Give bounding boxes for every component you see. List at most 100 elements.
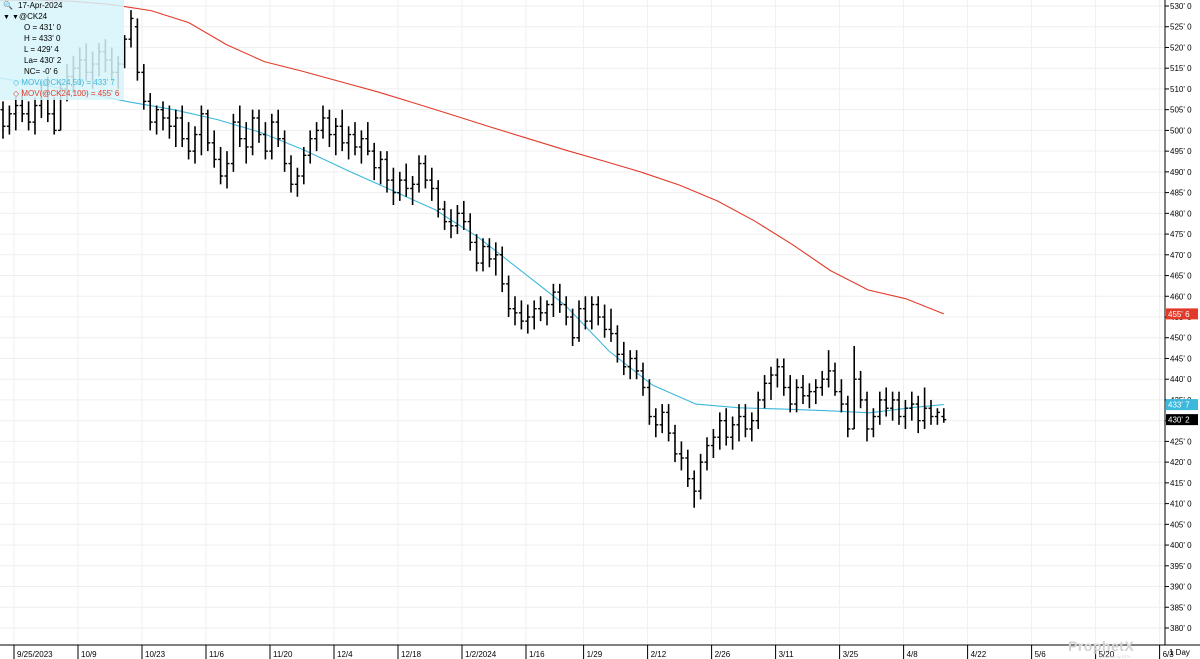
ohlc-bar[interactable] <box>365 122 371 156</box>
ohlc-bar[interactable] <box>192 126 198 164</box>
ohlc-bar[interactable] <box>646 379 652 425</box>
ohlc-bar[interactable] <box>166 105 172 139</box>
ohlc-bar[interactable] <box>659 404 665 434</box>
ohlc-bar[interactable] <box>518 300 524 330</box>
ohlc-bar[interactable] <box>288 155 294 193</box>
ohlc-bar[interactable] <box>147 93 153 131</box>
ohlc-bar[interactable] <box>762 375 768 409</box>
ohlc-bar[interactable] <box>685 449 691 488</box>
ohlc-bar[interactable] <box>314 122 320 152</box>
ohlc-bar[interactable] <box>474 234 480 272</box>
ohlc-bar[interactable] <box>826 350 832 388</box>
ohlc-bar[interactable] <box>941 408 947 423</box>
dropdown-triangle-icon[interactable]: ▼ <box>12 14 19 21</box>
ohlc-bar[interactable] <box>435 180 441 218</box>
ohlc-bar[interactable] <box>506 275 512 317</box>
ohlc-bar[interactable] <box>339 109 345 152</box>
ohlc-bar[interactable] <box>845 395 851 438</box>
ohlc-bar[interactable] <box>544 300 550 326</box>
ohlc-bar[interactable] <box>205 109 211 152</box>
ohlc-bar[interactable] <box>576 300 582 342</box>
ohlc-bar[interactable] <box>467 213 473 251</box>
ohlc-bar[interactable] <box>6 105 12 135</box>
ohlc-bar[interactable] <box>493 242 499 276</box>
ohlc-bar[interactable] <box>678 441 684 471</box>
ohlc-bar[interactable] <box>480 238 486 272</box>
ohlc-bar[interactable] <box>32 97 38 135</box>
ohlc-bar[interactable] <box>154 105 160 135</box>
ohlc-bar[interactable] <box>531 300 537 330</box>
ohlc-bar[interactable] <box>454 205 460 235</box>
ohlc-bar[interactable] <box>781 358 787 396</box>
ohlc-bar[interactable] <box>294 167 300 197</box>
ohlc-bar[interactable] <box>870 408 876 438</box>
ohlc-bar[interactable] <box>691 470 697 508</box>
info-symbol[interactable]: @CK24 <box>19 12 48 21</box>
ohlc-bar[interactable] <box>730 416 736 450</box>
ohlc-bar[interactable] <box>902 399 908 429</box>
ohlc-bar[interactable] <box>230 113 236 172</box>
ohlc-bar[interactable] <box>768 366 774 400</box>
ohlc-bar[interactable] <box>250 109 256 156</box>
ohlc-bar[interactable] <box>512 296 518 326</box>
ohlc-bar[interactable] <box>384 151 390 193</box>
ohlc-bar[interactable] <box>742 404 748 438</box>
ohlc-bar[interactable] <box>378 151 384 185</box>
ohlc-bar[interactable] <box>422 155 428 189</box>
ohlc-bar[interactable] <box>0 101 6 139</box>
ohlc-bar[interactable] <box>602 304 608 338</box>
ohlc-bar[interactable] <box>141 64 147 110</box>
ohlc-bar[interactable] <box>416 155 422 193</box>
mov50-line[interactable] <box>0 77 944 414</box>
ohlc-bar[interactable] <box>346 126 352 160</box>
ohlc-bar[interactable] <box>211 130 217 168</box>
ohlc-bar[interactable] <box>282 130 288 172</box>
ohlc-bar[interactable] <box>403 163 409 197</box>
ohlc-bar[interactable] <box>582 296 588 330</box>
ohlc-bar[interactable] <box>486 238 492 268</box>
ohlc-bar[interactable] <box>307 130 313 164</box>
mov100-legend-entry[interactable]: ◇ MOV(@CK24,100) = 455' 6 <box>13 88 119 99</box>
collapse-triangle-icon[interactable]: ▼ <box>3 14 10 21</box>
ohlc-bar[interactable] <box>819 370 825 396</box>
ohlc-bar[interactable] <box>922 387 928 429</box>
ohlc-bar[interactable] <box>160 101 166 131</box>
ohlc-bar[interactable] <box>410 176 416 206</box>
ohlc-bar[interactable] <box>704 437 710 471</box>
ohlc-bar[interactable] <box>806 383 812 409</box>
ohlc-bar[interactable] <box>800 375 806 405</box>
ohlc-bar[interactable] <box>570 308 576 347</box>
ohlc-bar[interactable] <box>179 105 185 147</box>
ohlc-bar[interactable] <box>256 109 262 143</box>
ohlc-bar[interactable] <box>864 391 870 442</box>
ohlc-bar[interactable] <box>909 391 915 421</box>
ohlc-bar[interactable] <box>262 122 268 160</box>
ohlc-bar[interactable] <box>371 142 377 181</box>
ohlc-bar[interactable] <box>640 362 646 396</box>
ohlc-bar[interactable] <box>736 404 742 442</box>
ohlc-bar[interactable] <box>614 325 620 363</box>
ohlc-bar[interactable] <box>198 105 204 156</box>
ohlc-bar[interactable] <box>851 346 857 430</box>
ohlc-bar[interactable] <box>698 453 704 500</box>
ohlc-bar[interactable] <box>358 130 364 164</box>
mov100-line[interactable] <box>0 0 945 315</box>
ohlc-bar[interactable] <box>134 18 140 81</box>
ohlc-bar[interactable] <box>710 428 716 458</box>
ohlc-bar[interactable] <box>429 167 435 201</box>
ohlc-bar[interactable] <box>896 391 902 425</box>
ohlc-bar[interactable] <box>51 97 57 135</box>
ohlc-bar[interactable] <box>883 387 889 417</box>
ohlc-bar[interactable] <box>621 341 627 376</box>
ohlc-bar[interactable] <box>749 412 755 442</box>
ohlc-bar[interactable] <box>461 200 467 230</box>
ohlc-bar[interactable] <box>717 412 723 450</box>
ohlc-bar[interactable] <box>128 10 134 48</box>
ohlc-bar[interactable] <box>813 379 819 405</box>
ohlc-bar[interactable] <box>787 375 793 413</box>
ohlc-bar[interactable] <box>877 391 883 425</box>
ohlc-bar[interactable] <box>538 296 544 322</box>
ohlc-bar[interactable] <box>218 146 224 185</box>
ohlc-bar[interactable] <box>634 350 640 380</box>
